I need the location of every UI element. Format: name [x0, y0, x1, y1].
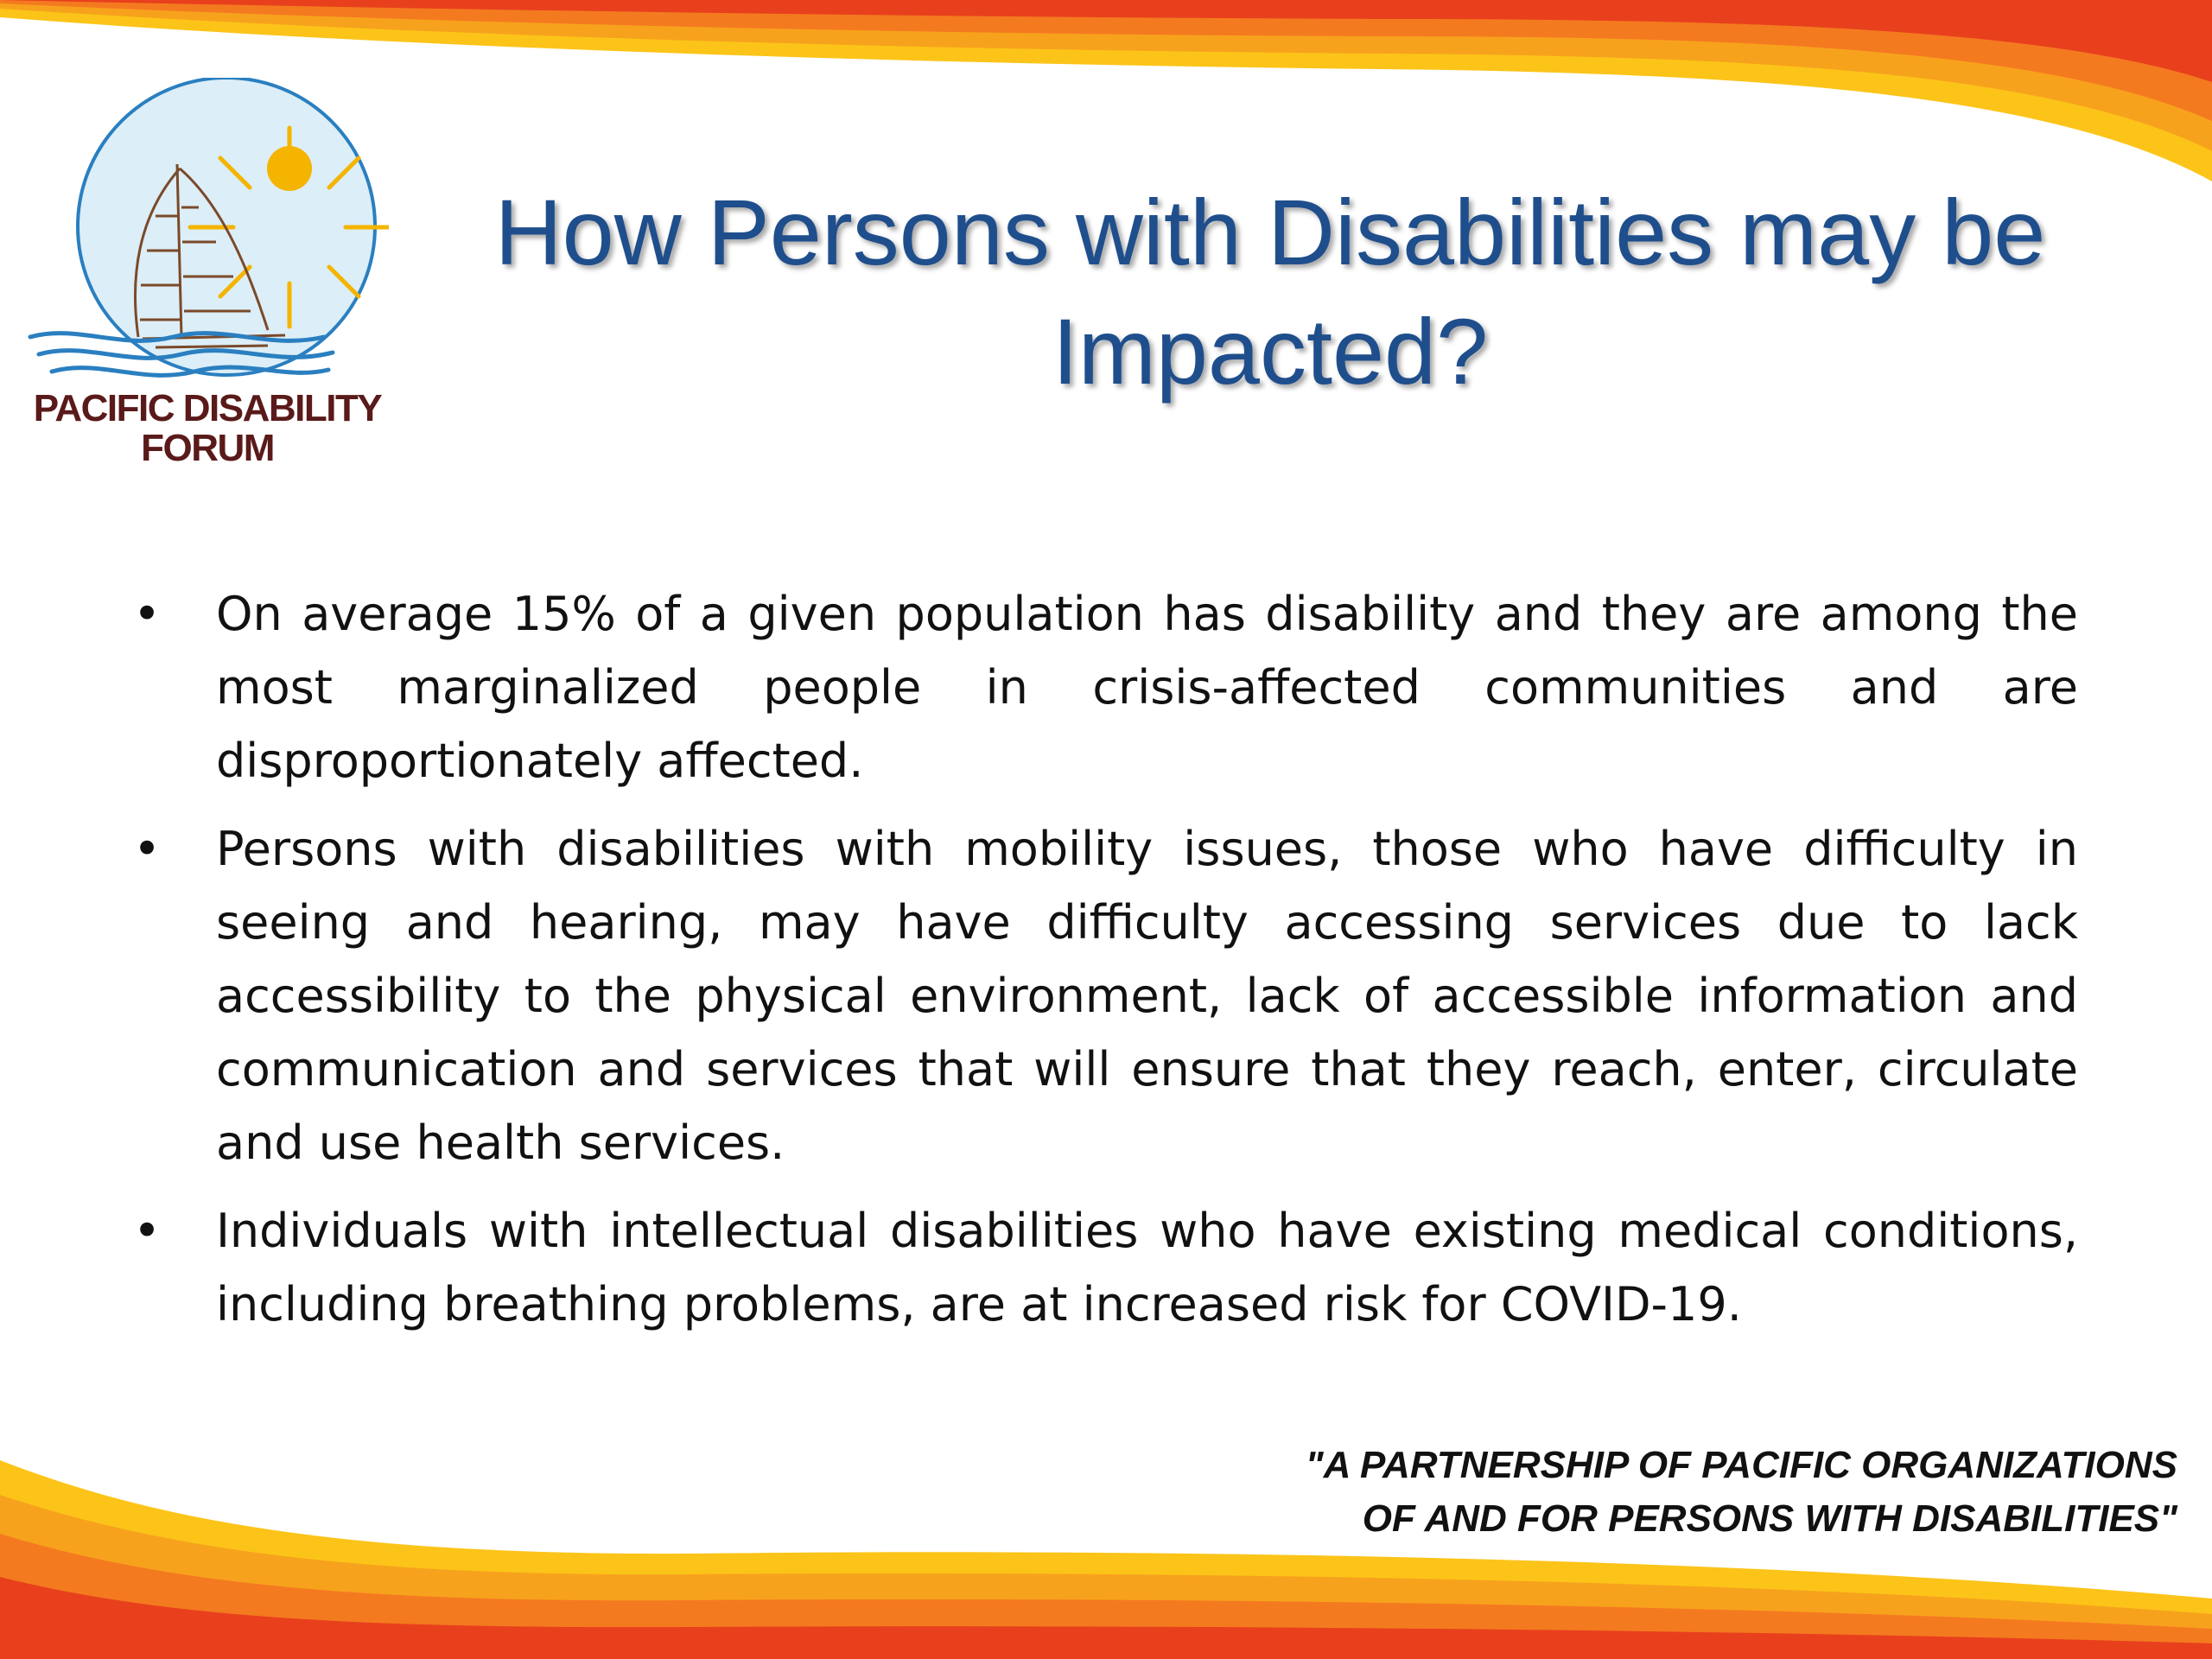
tagline-line1: "A PARTNERSHIP OF PACIFIC ORGANIZATIONS	[1305, 1444, 2177, 1486]
logo-text-line2: FORUM	[141, 427, 275, 469]
pacific-disability-forum-logo: PACIFIC DISABILITY FORUM	[26, 78, 389, 475]
logo-text-line1: PACIFIC DISABILITY	[33, 387, 383, 429]
partnership-tagline: "A PARTNERSHIP OF PACIFIC ORGANIZATIONS …	[1253, 1439, 2177, 1546]
bullet-marker: •	[133, 1204, 161, 1258]
bullet-marker: •	[133, 587, 161, 641]
bullet-text: On average 15% of a given population has…	[216, 587, 2078, 788]
title-line2: Impacted?	[1052, 299, 1489, 404]
title-line1: How Persons with Disabilities may be	[494, 180, 2046, 284]
bullet-text: Persons with disabilities with mobility …	[216, 822, 2078, 1170]
sailboat-sun-icon	[28, 78, 389, 378]
bottom-decorative-swoosh	[0, 1460, 2212, 1659]
bullet-list: • On average 15% of a given population h…	[130, 577, 2078, 1356]
slide-title: How Persons with Disabilities may be Imp…	[406, 173, 2134, 411]
bullet-text: Individuals with intellectual disabiliti…	[216, 1204, 2078, 1332]
bullet-marker: •	[133, 822, 161, 876]
top-decorative-swoosh	[0, 0, 2212, 181]
bullet-item: • On average 15% of a given population h…	[130, 577, 2078, 798]
logo-wordmark: PACIFIC DISABILITY FORUM	[26, 389, 389, 468]
tagline-line2: OF AND FOR PERSONS WITH DISABILITIES"	[1362, 1497, 2177, 1540]
bullet-item: • Persons with disabilities with mobilit…	[130, 812, 2078, 1179]
bullet-item: • Individuals with intellectual disabili…	[130, 1194, 2078, 1341]
